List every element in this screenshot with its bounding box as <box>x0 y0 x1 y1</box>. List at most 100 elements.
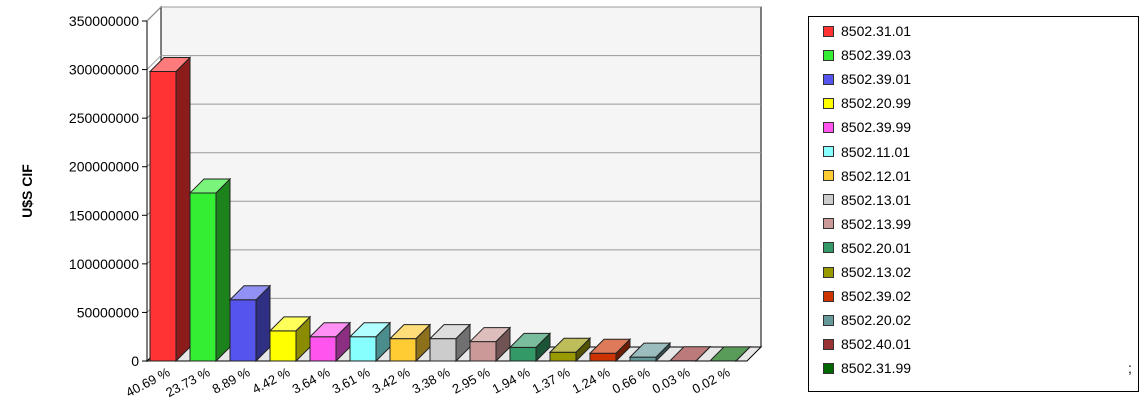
legend-item: 8502.20.01 <box>823 238 911 258</box>
x-tick-label: 3.64 % <box>290 364 333 396</box>
bar-top <box>548 337 592 353</box>
x-tick-label: 3.42 % <box>370 364 413 396</box>
x-tick-label: 1.94 % <box>490 364 533 396</box>
y-tick-label: 150000000 <box>69 207 139 223</box>
legend-label: 8502.20.01 <box>841 239 912 256</box>
legend-item: 8502.11.01 <box>823 142 910 162</box>
bar-front <box>469 341 497 362</box>
y-tick-label: 350000000 <box>69 13 139 29</box>
legend-swatch <box>823 290 834 302</box>
bar-top <box>188 178 232 194</box>
legend-label: 8502.20.99 <box>841 95 912 112</box>
legend-item: 8502.13.01 <box>823 190 911 210</box>
bar-top <box>428 324 472 340</box>
legend-swatch <box>823 194 834 206</box>
legend-label: 8502.39.02 <box>841 288 912 305</box>
legend-label: 8502.12.01 <box>841 167 912 184</box>
x-tick-label: 0.66 % <box>610 364 653 396</box>
bar-top <box>228 285 272 301</box>
legend-item: 8502.12.01 <box>823 166 911 186</box>
legend-swatch <box>823 218 834 230</box>
bar-front <box>229 299 257 362</box>
bar-front <box>429 338 457 362</box>
legend-swatch <box>823 49 834 61</box>
legend-swatch <box>823 97 834 109</box>
trailing-mark: ; <box>1128 360 1132 376</box>
legend-label: 8502.20.02 <box>841 312 912 329</box>
x-tick-label: 1.37 % <box>530 364 573 396</box>
bar-front <box>629 356 657 362</box>
y-tick-label: 50000000 <box>77 304 140 320</box>
bar-front <box>509 346 537 362</box>
legend-item: 8502.20.02 <box>823 310 911 330</box>
bar-top <box>508 332 552 348</box>
bar-top <box>708 346 752 362</box>
x-tick-label: 4.42 % <box>250 364 293 396</box>
x-tick-label: 3.61 % <box>330 364 373 396</box>
legend-label: 8502.39.99 <box>841 119 912 136</box>
legend-swatch <box>823 146 834 157</box>
legend-label: 8502.39.03 <box>841 47 912 64</box>
bar-front <box>269 330 297 362</box>
legend-swatch <box>823 338 834 350</box>
legend-label: 8502.13.02 <box>841 264 912 280</box>
x-tick-label: 3.38 % <box>410 364 453 396</box>
legend-swatch <box>823 170 834 182</box>
legend-item: 8502.31.01 <box>823 21 911 41</box>
legend-swatch <box>823 242 834 254</box>
legend: 8502.31.01 8502.39.03 8502.39.01 8502.20.99… <box>808 16 1139 392</box>
legend-label: 8502.31.01 <box>841 23 912 39</box>
legend-item: 8502.31.99 <box>823 358 911 378</box>
legend-label: 8502.13.99 <box>841 215 912 232</box>
y-tick-label: 300000000 <box>69 62 139 78</box>
legend-item: 8502.13.99 <box>823 214 911 234</box>
bar-front <box>149 71 177 362</box>
legend-label: 8502.13.01 <box>841 191 912 208</box>
bar-front <box>389 338 417 362</box>
x-tick-label: 0.03 % <box>650 364 693 396</box>
legend-swatch <box>823 121 834 133</box>
bar-side <box>175 56 191 363</box>
bar-top <box>308 322 352 338</box>
bar-front <box>309 336 337 362</box>
legend-swatch <box>823 266 834 278</box>
legend-swatch <box>823 314 834 326</box>
y-tick-label: 100000000 <box>69 256 139 272</box>
legend-item: 8502.39.99 <box>823 117 911 137</box>
bar-chart: 0 50000000 100000000 150000000 200000000 2500… <box>19 5 763 400</box>
bar-top <box>668 346 712 362</box>
legend-label: 8502.40.01 <box>841 336 912 353</box>
legend-item: 8502.40.01 <box>823 334 911 354</box>
bar-top <box>628 342 672 358</box>
legend-swatch <box>823 25 834 37</box>
legend-label: 8502.31.99 <box>841 360 912 377</box>
bar-top <box>348 322 392 338</box>
bar-front <box>349 336 377 362</box>
y-tick-label: 250000000 <box>69 110 139 126</box>
y-axis-label: U$S CIF <box>19 164 35 218</box>
legend-item: 8502.39.01 <box>823 69 911 89</box>
bar-top <box>268 316 312 332</box>
x-tick-label: 2.95 % <box>450 364 493 396</box>
bar-top <box>468 327 512 343</box>
x-tick-label: 8.89 % <box>210 364 253 396</box>
bar-front <box>549 351 577 362</box>
legend-label: 8502.39.01 <box>841 71 912 88</box>
bar-top <box>588 338 632 354</box>
legend-swatch <box>823 73 834 85</box>
bar-top <box>148 57 192 73</box>
x-tick-label: 0.02 % <box>690 364 733 396</box>
gridline-side <box>146 55 162 70</box>
bar-front <box>189 192 217 362</box>
x-tick-label: 40.69 % <box>123 364 173 400</box>
x-tick-label: 1.24 % <box>570 364 613 396</box>
legend-label: 8502.11.01 <box>841 143 911 160</box>
legend-item: 8502.39.03 <box>823 45 911 65</box>
legend-item: 8502.20.99 <box>823 93 911 113</box>
bar-front <box>589 352 617 362</box>
legend-swatch <box>823 362 834 374</box>
gridline-side <box>146 6 162 22</box>
y-tick-label: 0 <box>131 353 139 369</box>
legend-item: 8502.39.02 <box>823 286 911 306</box>
bar-top <box>388 324 432 340</box>
